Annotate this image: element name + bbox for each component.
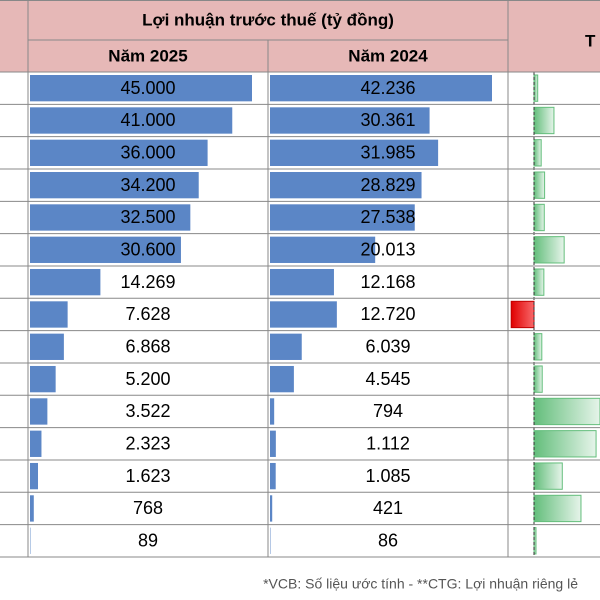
- data-bar: [30, 462, 39, 490]
- data-bar: [30, 171, 199, 199]
- header-bg: [0, 0, 600, 72]
- cell-value: 86: [378, 531, 398, 551]
- cell-value: 34.200: [120, 175, 175, 195]
- cell-value: 4.545: [365, 369, 410, 389]
- data-bar: [270, 301, 337, 328]
- cell-value: 1.623: [125, 466, 170, 486]
- growth-bar: [533, 139, 542, 167]
- cell-value: 12.168: [360, 272, 415, 292]
- cell-value: 14.269: [120, 272, 175, 292]
- cell-value: 27.538: [360, 207, 415, 227]
- data-bar: [270, 268, 334, 296]
- data-bar: [30, 75, 252, 102]
- data-bar: [30, 365, 56, 393]
- cell-value: 1.085: [365, 466, 410, 486]
- growth-bar: [533, 106, 555, 135]
- data-bar: [30, 430, 42, 457]
- data-bar: [30, 204, 191, 231]
- cell-value: 12.720: [360, 304, 415, 324]
- data-bar: [30, 301, 68, 328]
- growth-bar: [533, 527, 537, 555]
- cell-value: 32.500: [120, 207, 175, 227]
- growth-bar: [533, 236, 565, 264]
- cell-value: 30.361: [360, 110, 415, 130]
- data-bar: [30, 139, 208, 166]
- data-bar: [270, 365, 294, 393]
- cell-value: 3.522: [125, 401, 170, 421]
- data-bar: [30, 268, 101, 296]
- data-bar: [270, 495, 273, 522]
- data-bar: [30, 495, 34, 522]
- growth-bar: [533, 333, 543, 361]
- cell-value: 5.200: [125, 369, 170, 389]
- cell-value: 421: [373, 498, 403, 518]
- data-bar: [270, 139, 439, 166]
- cell-value: 45.000: [120, 78, 175, 98]
- cell-value: 794: [373, 401, 403, 421]
- cell-value: 42.236: [360, 78, 415, 98]
- cell-value: 6.039: [365, 337, 410, 357]
- data-bar: [270, 333, 302, 360]
- data-bar: [270, 462, 276, 490]
- data-bar: [270, 398, 275, 425]
- column-header: Năm 2025: [108, 46, 187, 65]
- cell-value: 89: [138, 531, 158, 551]
- growth-bar: [533, 268, 545, 296]
- column-header: Năm 2024: [348, 46, 428, 65]
- growth-bar: [533, 365, 543, 393]
- footnote: *VCB: Số liệu ước tính - **CTG: Lợi nhuậ…: [263, 576, 578, 592]
- cell-value: 41.000: [120, 110, 175, 130]
- growth-bar: [510, 300, 535, 329]
- cell-value: 1.112: [366, 434, 410, 454]
- growth-bar: [533, 74, 539, 102]
- header-title: Lợi nhuận trước thuế (tỷ đồng): [142, 10, 394, 29]
- data-bar: [270, 430, 276, 457]
- cell-value: 6.868: [125, 337, 170, 357]
- growth-bar: [533, 430, 597, 458]
- data-bar: [270, 107, 430, 134]
- cell-value: 30.600: [120, 240, 175, 260]
- data-bar: [270, 204, 415, 231]
- growth-bar: [533, 494, 582, 523]
- growth-bar: [533, 171, 546, 199]
- data-bar: [30, 107, 233, 134]
- side-header: T: [585, 31, 596, 50]
- cell-value: 2.323: [125, 434, 170, 454]
- data-bar: [270, 171, 422, 199]
- data-bar: [30, 398, 48, 425]
- data-bar: [30, 333, 64, 360]
- cell-value: 28.829: [360, 175, 415, 195]
- cell-value: 31.985: [360, 143, 415, 163]
- data-bar: [30, 236, 181, 263]
- growth-bar: [533, 397, 600, 426]
- growth-bar: [533, 462, 563, 490]
- cell-value: 20.013: [360, 240, 415, 260]
- data-bar: [270, 75, 492, 102]
- cell-value: 7.628: [125, 304, 170, 324]
- data-bar: [270, 236, 376, 263]
- cell-value: 36.000: [120, 143, 175, 163]
- growth-bar: [533, 203, 545, 232]
- cell-value: 768: [133, 498, 163, 518]
